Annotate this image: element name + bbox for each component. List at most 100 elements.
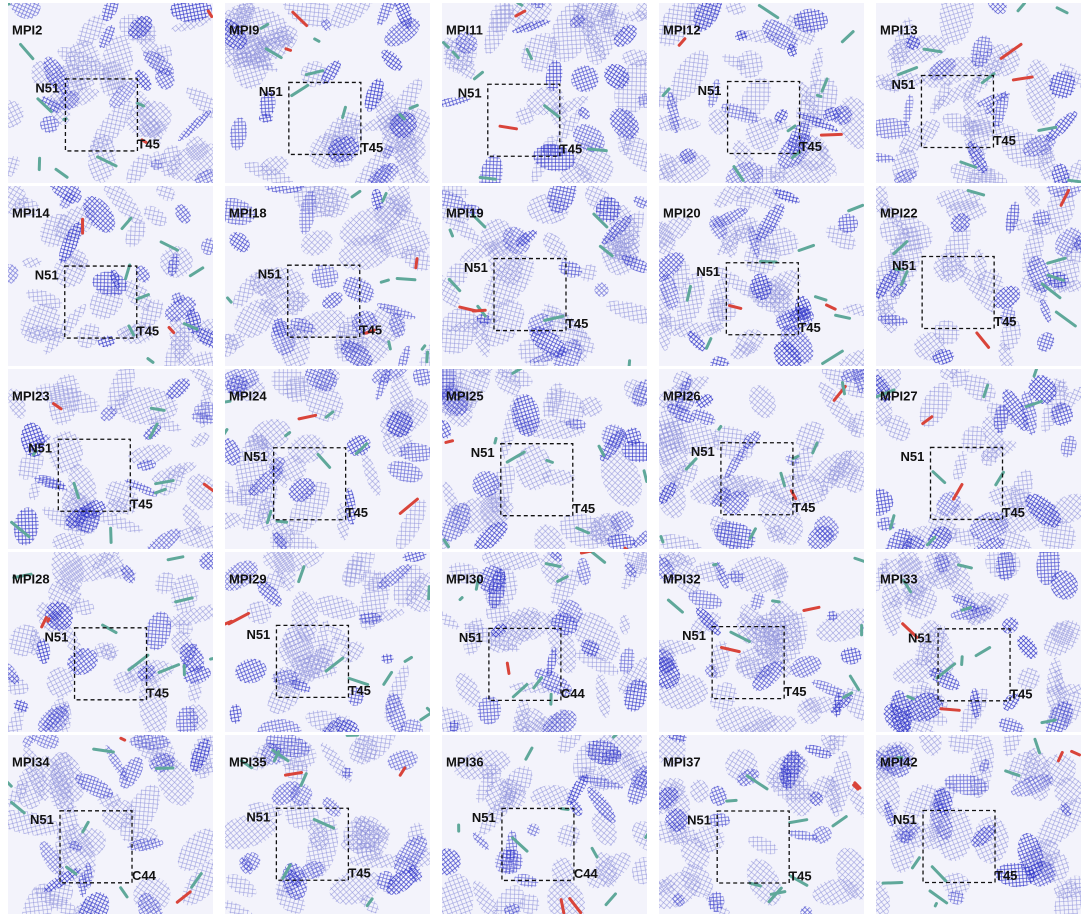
residue-stick: [817, 95, 821, 96]
residue-stick: [151, 408, 164, 410]
panel-title: MPI32: [663, 571, 701, 586]
density-panel: MPI34N51C44: [0, 718, 234, 914]
residue-label: N51: [682, 628, 706, 643]
residue-label: T45: [361, 140, 383, 155]
density-blob-light: [113, 671, 138, 693]
residue-label: T45: [348, 683, 370, 698]
panel-title: MPI26: [663, 388, 701, 403]
residue-label: T45: [798, 320, 820, 335]
residue-label: T45: [348, 866, 370, 881]
panel-title: MPI30: [446, 571, 484, 586]
residue-stick: [286, 49, 291, 51]
density-panel: MPI29 N51 T45: [213, 534, 457, 748]
residue-stick: [821, 134, 841, 135]
residue-stick: [460, 598, 462, 600]
residue-stick: [5, 0, 8, 4]
residue-label: T45: [573, 501, 595, 516]
panel-title: MPI22: [880, 205, 918, 220]
density-map: [637, 163, 883, 379]
density-map: [418, 348, 658, 573]
residue-stick: [277, 521, 287, 522]
density-panel: MPI11N51T45: [427, 0, 671, 199]
residue-stick: [495, 438, 496, 442]
residue-stick: [397, 279, 415, 280]
density-panel: MPI35N51T45: [212, 705, 440, 914]
residue-label: T45: [1010, 686, 1032, 701]
residue-stick: [389, 342, 391, 349]
density-panel: MPI28 N51 T45: [0, 531, 230, 759]
density-panel: MPI42N51T45: [856, 710, 1085, 914]
residue-stick: [416, 259, 417, 268]
residue-stick: [727, 800, 736, 801]
residue-stick: [883, 883, 902, 884]
density-panel: MPI36N51C44: [429, 715, 667, 914]
panel-title: MPI28: [12, 571, 50, 586]
residue-stick: [581, 551, 591, 553]
residue-label: T45: [137, 136, 159, 151]
density-panel: MPI26N51T45: [646, 356, 881, 561]
residue-label: N51: [45, 629, 69, 644]
residue-label: N51: [893, 812, 917, 827]
residue-stick: [773, 601, 780, 602]
residue-label: T45: [994, 314, 1016, 329]
residue-stick: [941, 709, 959, 711]
residue-stick: [793, 456, 798, 458]
panel-title: MPI20: [663, 205, 701, 220]
residue-label: T45: [995, 868, 1017, 883]
residue-label: T45: [360, 323, 382, 338]
residue-label: T45: [130, 497, 152, 512]
density-blob: [1032, 209, 1051, 226]
residue-stick: [935, 904, 936, 906]
residue-stick: [962, 657, 963, 665]
residue-stick: [121, 738, 125, 740]
residue-label: T45: [147, 685, 169, 700]
residue-stick: [518, 3, 522, 5]
residue-label: N51: [464, 260, 488, 275]
residue-label: N51: [698, 83, 722, 98]
density-map: [207, 352, 436, 573]
residue-label: T45: [137, 324, 159, 339]
panel-title: MPI13: [880, 22, 918, 37]
residue-label: T45: [566, 316, 588, 331]
panel-title: MPI11: [446, 22, 483, 37]
panel-title: MPI9: [229, 22, 259, 37]
panel-title: MPI29: [229, 571, 267, 586]
density-map: [4, 354, 242, 563]
residue-label: T45: [800, 139, 822, 154]
residue-label: N51: [246, 627, 270, 642]
residue-stick: [427, 352, 428, 362]
panel-title: MPI14: [12, 205, 50, 220]
panel-title: MPI2: [12, 22, 42, 37]
residue-label: T45: [346, 505, 368, 520]
density-panel: MPI37N51T45: [629, 713, 878, 914]
density-map: [429, 715, 667, 914]
residue-label: N51: [259, 84, 283, 99]
residue-stick: [646, 823, 656, 838]
residue-label: N51: [458, 86, 482, 101]
density-map: [629, 713, 878, 914]
residue-label: C44: [132, 868, 157, 883]
residue-label: N51: [687, 812, 711, 827]
residue-stick: [507, 663, 509, 673]
density-map: [211, 167, 444, 392]
residue-label: N51: [28, 441, 52, 456]
panel-title: MPI34: [12, 754, 50, 769]
residue-label: N51: [696, 264, 720, 279]
density-map: [0, 531, 230, 759]
density-panel: MPI9 N51 T45: [206, 0, 438, 197]
residue-label: T45: [784, 684, 806, 699]
residue-stick: [429, 587, 430, 599]
residue-label: N51: [892, 258, 916, 273]
density-panel: MPI33N51T45: [869, 539, 1085, 753]
density-panel: MPI2N51T45: [0, 0, 232, 198]
residue-stick: [588, 149, 606, 151]
residue-stick: [547, 460, 553, 462]
residue-label: N51: [246, 810, 270, 825]
panel-title: MPI36: [446, 754, 484, 769]
residue-stick: [381, 280, 388, 282]
panel-title: MPI18: [229, 205, 267, 220]
residue-label: N51: [471, 445, 495, 460]
residue-label: C44: [561, 686, 586, 701]
residue-stick: [719, 426, 721, 429]
